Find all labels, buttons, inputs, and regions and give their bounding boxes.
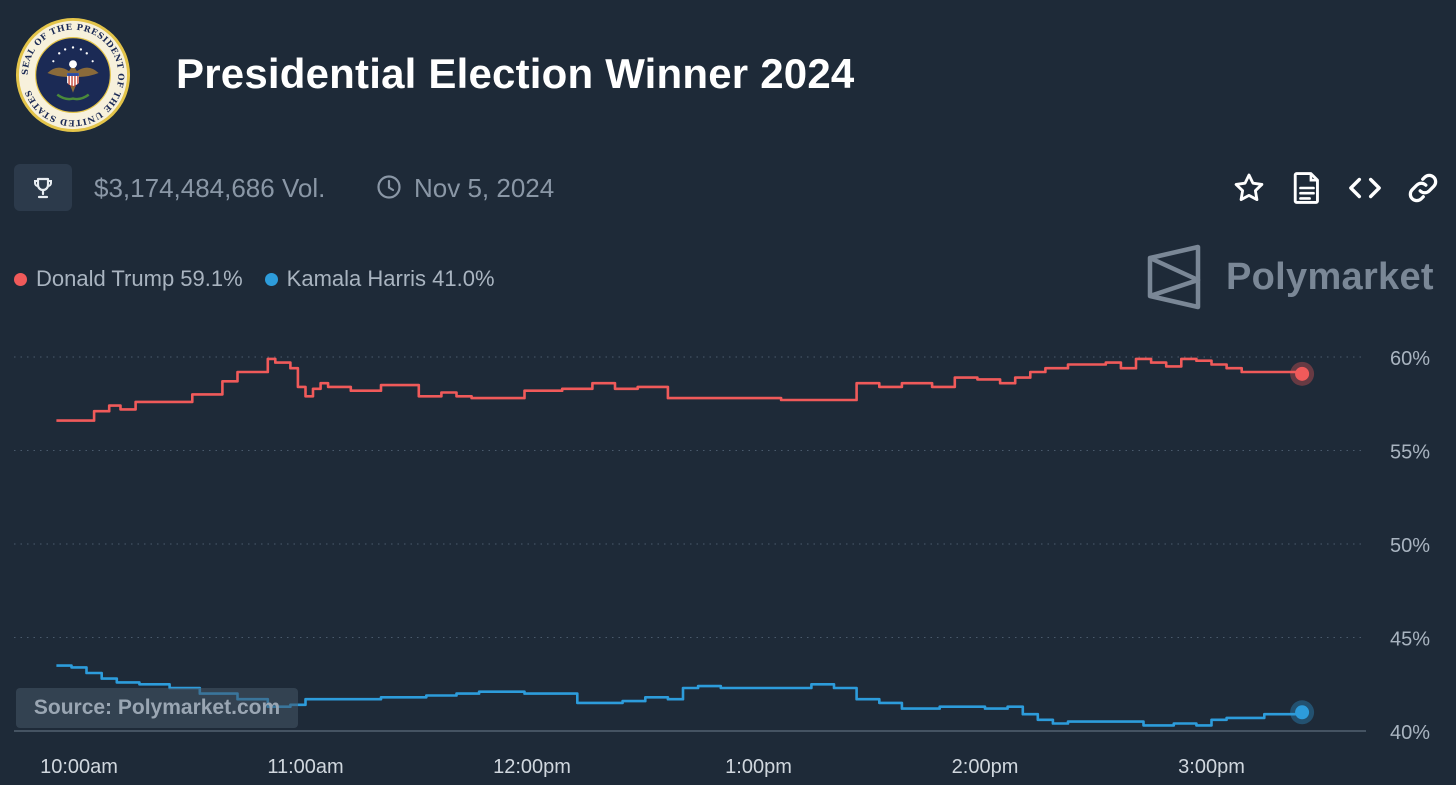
x-tick-label: 3:00pm xyxy=(1178,756,1245,778)
legend-item-harris[interactable]: Kamala Harris 41.0% xyxy=(264,266,495,292)
x-tick-label: 12:00pm xyxy=(493,756,571,778)
embed-button[interactable] xyxy=(1348,168,1382,208)
series-line-trump[interactable] xyxy=(56,357,1304,422)
market-end-date: Nov 5, 2024 xyxy=(414,173,555,203)
x-tick-label: 1:00pm xyxy=(725,756,792,778)
x-tick-label: 10:00am xyxy=(40,756,118,778)
legend-label-harris: Kamala Harris 41.0% xyxy=(286,266,495,291)
x-tick-label: 11:00am xyxy=(267,756,343,778)
favorite-button[interactable] xyxy=(1232,168,1266,208)
market-volume: $3,174,484,686 Vol. xyxy=(94,173,326,203)
price-history-chart[interactable]: 60% 55% 50% 45% 40% 10:00am 11:00am 12:00pm 1:00… xyxy=(0,330,1456,785)
copy-link-button[interactable] xyxy=(1406,168,1440,208)
legend-item-trump[interactable]: Donald Trump 59.1% xyxy=(14,266,243,292)
action-toolbar xyxy=(1232,168,1440,208)
market-meta-bar: $3,174,484,686 Vol. Nov 5, 2024 xyxy=(14,164,1454,212)
y-tick-label: 50% xyxy=(1390,535,1430,557)
document-icon xyxy=(1293,172,1319,204)
link-icon xyxy=(1408,173,1438,203)
source-credit: Source: Polymarket.com xyxy=(16,688,298,728)
trophy-button[interactable] xyxy=(14,164,72,211)
chart-legend: Donald Trump 59.1% Kamala Harris 41.0% xyxy=(14,264,517,294)
rules-button[interactable] xyxy=(1290,168,1324,208)
trophy-icon xyxy=(34,177,52,198)
series-end-point-harris[interactable] xyxy=(1295,705,1310,720)
polymarket-logo-icon xyxy=(1147,244,1201,310)
legend-dot-trump xyxy=(14,272,27,286)
clock-icon xyxy=(377,175,401,199)
star-icon xyxy=(1234,173,1264,202)
series-end-point-trump[interactable] xyxy=(1295,366,1310,381)
header: SEAL OF THE PRESIDENT OF THE UNITED STAT… xyxy=(14,16,1014,134)
legend-label-trump: Donald Trump 59.1% xyxy=(36,266,243,291)
y-tick-label: 60% xyxy=(1390,348,1430,370)
y-tick-label: 55% xyxy=(1390,442,1430,464)
y-tick-label: 45% xyxy=(1390,629,1430,651)
presidential-seal-logo: SEAL OF THE PRESIDENT OF THE UNITED STAT… xyxy=(15,17,131,133)
polymarket-brand: Polymarket xyxy=(1146,244,1446,310)
code-icon xyxy=(1349,177,1381,199)
y-tick-label: 40% xyxy=(1390,722,1430,744)
brand-name: Polymarket xyxy=(1226,256,1434,298)
x-tick-label: 2:00pm xyxy=(952,756,1019,778)
legend-dot-harris xyxy=(264,272,278,286)
page-title: Presidential Election Winner 2024 xyxy=(176,50,855,97)
